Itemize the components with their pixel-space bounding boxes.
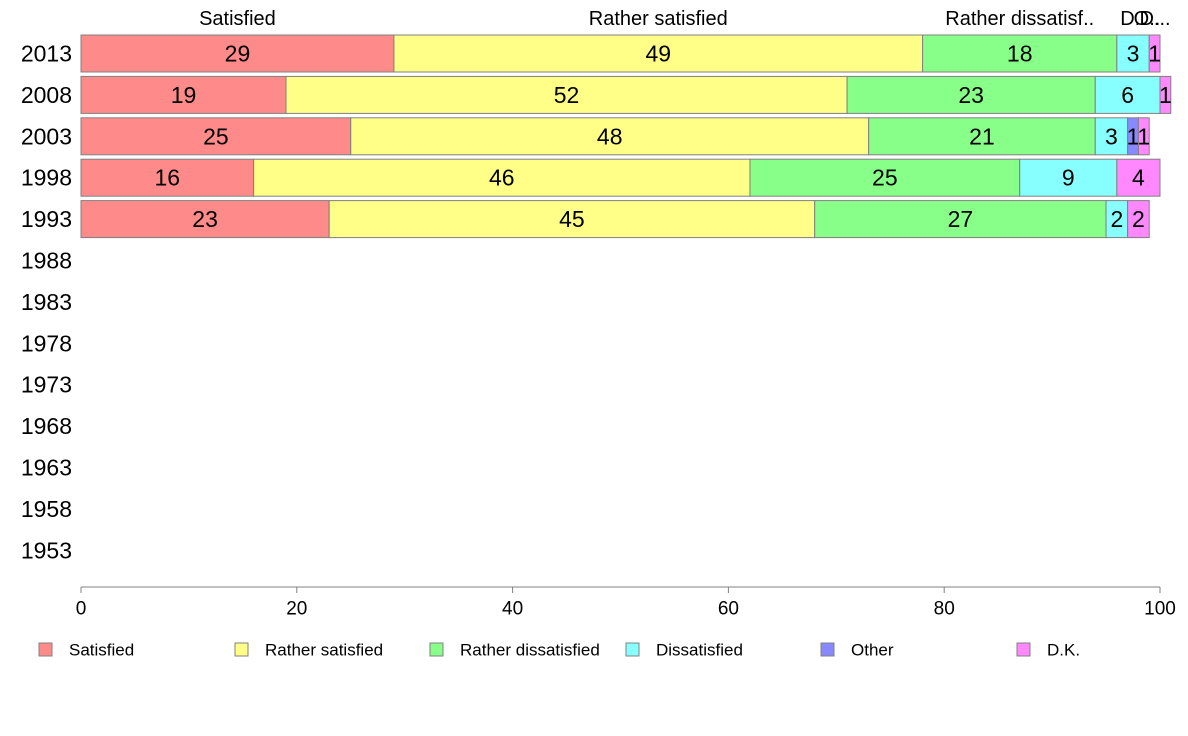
bar-value-label: 52 [554,82,580,108]
bar-segment [922,34,1118,73]
legend: Satisfied Rather satisfied Rather dissatis… [38,641,1080,660]
x-axis: 0 20 40 60 80 100 [76,586,1176,620]
legend-label: D.K. [1047,641,1080,660]
column-header: D... [1139,8,1170,30]
bar-segment [1094,117,1129,156]
column-headers: Satisfied Rather satisfied Rather dissatis… [199,8,1170,30]
bar-value-label: 1 [1127,123,1140,149]
year-label: 1993 [21,206,72,232]
x-tick-label: 20 [286,599,307,620]
column-header: Rather dissatisf.. [945,8,1094,30]
legend-label: Rather satisfied [265,641,383,660]
legend-swatch [38,642,53,657]
bar-value-label: 23 [192,206,218,232]
bar-segment [80,158,255,197]
year-axis-labels: 2013 2008 2003 1998 1993 1988 1983 1978 1973 1968… [21,41,72,564]
x-tick-label: 60 [718,599,739,620]
bar-value-label: 16 [155,165,181,191]
x-tick-label: 100 [1144,599,1176,620]
bar-segment [80,34,395,73]
bar-segment [1019,158,1118,197]
column-header: Rather satisfied [589,8,728,30]
legend-label: Satisfied [69,641,134,660]
bar-segment [1116,34,1150,73]
x-tick-label: 80 [934,599,955,620]
x-tick-label: 0 [76,599,87,620]
bar-value-label: 3 [1127,41,1140,67]
bar-segment [1148,34,1161,73]
year-label: 1983 [21,289,72,315]
bar-segment [285,75,848,114]
bar-value-label: 45 [559,206,585,232]
bar-value-label: 25 [872,165,898,191]
bar-value-label: 4 [1132,165,1145,191]
bar-value-label: 29 [225,41,251,67]
bar-value-label: 1 [1137,123,1150,149]
bar-value-label: 1 [1159,82,1172,108]
year-label: 2013 [21,41,72,67]
column-header: O.. [1134,8,1161,30]
column-header: Satisfied [199,8,276,30]
legend-swatch [820,642,835,657]
legend-swatch [1016,642,1031,657]
bar-value-label: 49 [645,41,671,67]
year-label: 1978 [21,330,72,356]
bar-value-label: 25 [203,123,229,149]
bar-value-label: 46 [489,165,515,191]
column-header: D.. [1120,8,1146,30]
bar-value-label: 48 [597,123,623,149]
year-label: 1988 [21,248,72,274]
legend-label: Dissatisfied [656,641,743,660]
bar-segment [814,200,1107,239]
bar-segment [1116,158,1161,197]
legend-swatch [625,642,640,657]
year-label: 1958 [21,496,72,522]
year-label: 2003 [21,123,72,149]
legend-swatch [234,642,249,657]
year-label: 2008 [21,82,72,108]
bar-value-label: 21 [969,123,995,149]
year-label: 1968 [21,413,72,439]
bar-segment [749,158,1021,197]
bar-value-label: 2 [1110,206,1123,232]
bar-segment [1127,200,1150,239]
bar-segment [846,75,1096,114]
legend-label: Rather dissatisfied [460,641,600,660]
bar-value-label: 18 [1007,41,1033,67]
year-label: 1998 [21,165,72,191]
bar-value-label: 2 [1132,206,1145,232]
bar-segment [80,200,330,239]
bar-value-label: 9 [1062,165,1075,191]
bar-value-label: 6 [1121,82,1134,108]
bar-segment [328,200,816,239]
bar-value-label: 1 [1148,41,1161,67]
bar-value-label: 23 [958,82,984,108]
year-label: 1973 [21,372,72,398]
year-label: 1953 [21,537,72,563]
bar-segment [253,158,751,197]
legend-label: Other [851,641,894,660]
x-tick-label: 40 [502,599,523,620]
bar-value-label: 27 [948,206,974,232]
bar-segment [80,75,287,114]
bar-value-label: 19 [171,82,197,108]
bar-value-label: 3 [1105,123,1118,149]
bar-segment [868,117,1096,156]
year-label: 1963 [21,455,72,481]
bar-segment [350,117,870,156]
bar-segment [1137,117,1150,156]
legend-swatch [429,642,444,657]
bar-segment [1159,75,1172,114]
